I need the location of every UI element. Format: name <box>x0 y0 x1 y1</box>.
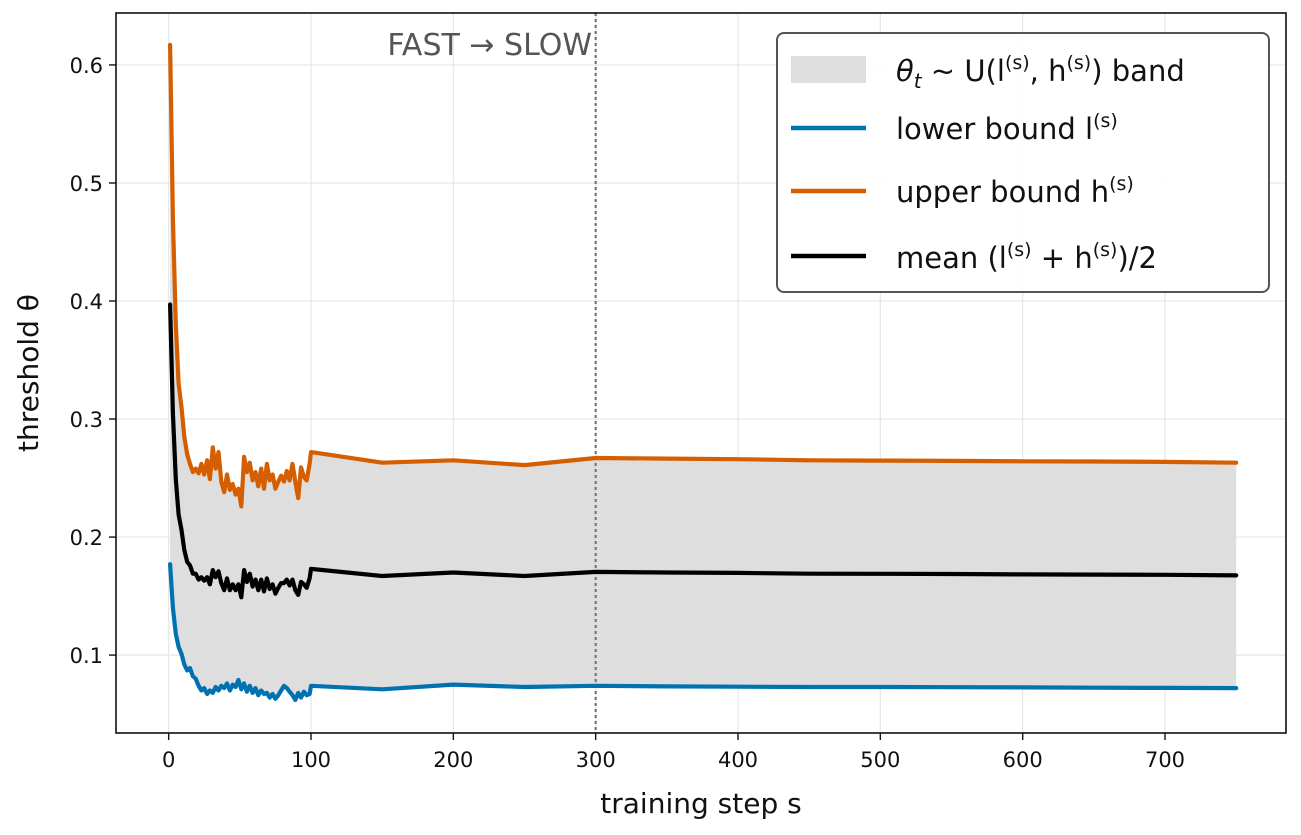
y-tick-label: 0.1 <box>70 644 103 668</box>
y-tick-label: 0.6 <box>70 54 103 78</box>
legend-label-mean: mean (l(s) + h(s))/2 <box>896 239 1157 275</box>
y-tick-label: 0.3 <box>70 408 103 432</box>
x-tick-label: 500 <box>860 748 900 772</box>
band-layer <box>170 44 1237 700</box>
y-tick-label: 0.5 <box>70 172 103 196</box>
x-tick-label: 600 <box>1003 748 1043 772</box>
series-layer <box>168 42 1239 703</box>
x-tick-label: 200 <box>433 748 473 772</box>
y-axis-title: threshold θ <box>12 294 45 452</box>
x-tick-label: 0 <box>162 748 175 772</box>
x-tick-label: 100 <box>291 748 331 772</box>
plot-frame <box>115 12 1287 734</box>
phase-annotation: FAST → SLOW <box>387 28 592 63</box>
lower-bound-line <box>168 562 1239 703</box>
legend-box <box>776 32 1270 293</box>
y-tick-label: 0.4 <box>70 290 103 314</box>
legend-label-upper: upper bound h(s) <box>896 173 1134 209</box>
y-tick-label: 0.2 <box>70 526 103 550</box>
x-tick-label: 300 <box>576 748 616 772</box>
legend-swatch-band <box>791 56 866 83</box>
legend-label-band: θt ~ U(l(s), h(s)) band <box>896 52 1185 93</box>
x-tick-label: 400 <box>718 748 758 772</box>
upper-bound-line <box>168 42 1239 509</box>
legend-label-lower: lower bound l(s) <box>896 110 1118 146</box>
legend: θt ~ U(l(s), h(s)) band lower bound l(s)… <box>776 32 1270 293</box>
ticks: 0 100 200 300 400 500 600 700 0.1 0.2 0.3 0.4 0.5 0.6 <box>70 54 1185 772</box>
x-axis-title: training step s <box>600 787 801 820</box>
mean-line <box>168 302 1239 600</box>
x-tick-label: 700 <box>1145 748 1185 772</box>
uniform-band <box>170 44 1237 700</box>
